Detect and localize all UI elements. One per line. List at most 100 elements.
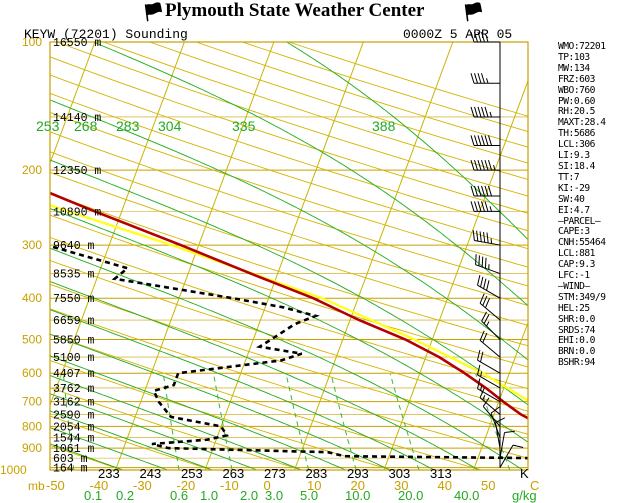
height-label: 603 m [53, 453, 88, 466]
wind-barb-staff [494, 422, 501, 449]
wind-barb-flag [474, 106, 478, 118]
dry-adiabat [50, 56, 528, 214]
index-line: MAXT:28.4 [558, 117, 606, 129]
index-line: —WIND— [558, 280, 590, 292]
mixing-ratio-label: 0.6 [170, 488, 188, 503]
height-label: 3162 m [53, 397, 95, 410]
wind-barb [470, 135, 500, 146]
mixing-ratio-label: 1.0 [200, 488, 218, 503]
wind-barb-flag [483, 278, 487, 289]
dry-adiabat [50, 236, 528, 390]
wind-barb-flag [476, 349, 481, 361]
wind-barb-flag [486, 232, 489, 244]
wind-barb-flag [490, 406, 500, 414]
pressure-tick-label: 900 [22, 441, 42, 455]
wind-barb-flag [495, 417, 506, 423]
index-line: SI:18.4 [558, 160, 595, 172]
index-line: CAP:9.3 [558, 259, 595, 271]
index-line: EHI:0.0 [558, 335, 595, 347]
pressure-tick-label: 300 [22, 238, 42, 252]
index-line: SW:40 [558, 193, 585, 205]
pressure-tick-label: 600 [22, 366, 42, 380]
wind-barb-flag [481, 185, 485, 197]
moist-adiabat [50, 410, 214, 470]
theta-top-label: 253 [36, 118, 60, 134]
theta-top-label: 283 [116, 118, 140, 134]
moist-adiabat [50, 247, 524, 470]
wind-barb-flag [476, 274, 481, 286]
index-line: HEL:25 [558, 302, 590, 314]
dry-adiabat [50, 360, 392, 470]
index-line: EI:4.7 [558, 204, 590, 216]
wind-barb-half-flag [493, 164, 496, 171]
wind-barb [475, 254, 501, 275]
wind-barb-half-flag [486, 36, 489, 43]
temperature-tick-label: 10 [307, 478, 321, 493]
sounding-indices: WMO:72201 TP:103 MW:134 FRZ:603 WBO:760 PW:0.… [558, 41, 640, 369]
index-line: LI:9.3 [558, 150, 590, 162]
height-label: 1061 m [53, 443, 95, 456]
index-line: BRN:0.0 [558, 346, 595, 358]
wind-barb-flag [484, 201, 489, 212]
mixing-ratio-label: 2.0 [240, 488, 258, 503]
theta-top-label: 388 [372, 118, 396, 134]
dry-adiabat [50, 92, 528, 250]
wind-barb-staff [475, 264, 501, 275]
wind-barb-flag [480, 351, 484, 363]
wind-barb [479, 330, 501, 358]
dry-adiabat [50, 111, 528, 268]
theta-bottom-label: 293 [347, 466, 369, 481]
index-line: WMO:72201 [558, 41, 606, 52]
station-label: KEYW (72201) Sounding [24, 27, 188, 42]
moist-adiabat [50, 208, 528, 443]
index-line: MW:134 [558, 62, 590, 74]
pressure-tick-label: 200 [22, 163, 42, 177]
isotherm-line [115, 42, 275, 470]
page-title: Plymouth State Weather Center [165, 0, 425, 21]
sounding-time: 0000Z 5 APR 05 [403, 27, 513, 42]
wind-barb-flag [474, 31, 478, 43]
isotherm-line [383, 79, 528, 470]
moist-guide-line [0, 42, 33, 242]
theta-top-label: 304 [158, 118, 182, 134]
moist-adiabat [50, 281, 480, 470]
index-line: SRDS:74 [558, 324, 595, 336]
temperature-tick-label: 30 [394, 478, 408, 493]
dry-adiabat [50, 214, 528, 368]
height-label: 14140 m [53, 112, 101, 125]
wind-barb-flag [484, 298, 491, 309]
wind-barb-flag [504, 430, 515, 434]
wind-barb-flag [477, 159, 482, 171]
index-line: —PARCEL— [558, 215, 601, 227]
temperature-tick-label: -10 [220, 478, 239, 493]
temperature-tick-label: -50 [46, 478, 65, 493]
mixing-ratio-label: 0.1 [84, 488, 102, 503]
moist-adiabat [50, 333, 391, 470]
wind-barb-flag [482, 295, 488, 306]
pressure-tick-label: 400 [22, 291, 42, 305]
mixing-ratio-label: 10.0 [345, 488, 370, 503]
wind-barb [481, 311, 501, 340]
dry-adiabat [50, 283, 528, 435]
moist-adiabat [50, 427, 169, 470]
height-label: 2590 m [53, 409, 95, 422]
theta-bottom-label: 273 [264, 466, 286, 481]
temperature-tick-label: 20 [351, 478, 365, 493]
index-line: CAPE:3 [558, 226, 590, 238]
moist-adiabat [50, 393, 259, 470]
wind-barb-flag [474, 159, 478, 171]
isotherm-line [50, 42, 96, 165]
wind-barb [476, 349, 501, 374]
mixing-ratio-label: 3.0 [265, 488, 283, 503]
wind-barb-staff [479, 340, 501, 358]
wind-barb-flag [488, 135, 492, 146]
dry-adiabat [50, 192, 528, 347]
mixing-ratio-label: 20.0 [398, 488, 423, 503]
height-label: 1544 m [53, 433, 95, 446]
wind-barb [476, 378, 501, 403]
height-label: 16550 m [53, 37, 101, 50]
wind-barb-half-flag [490, 238, 493, 244]
moist-adiabat [50, 309, 436, 470]
wind-barb-half-flag [489, 206, 492, 212]
